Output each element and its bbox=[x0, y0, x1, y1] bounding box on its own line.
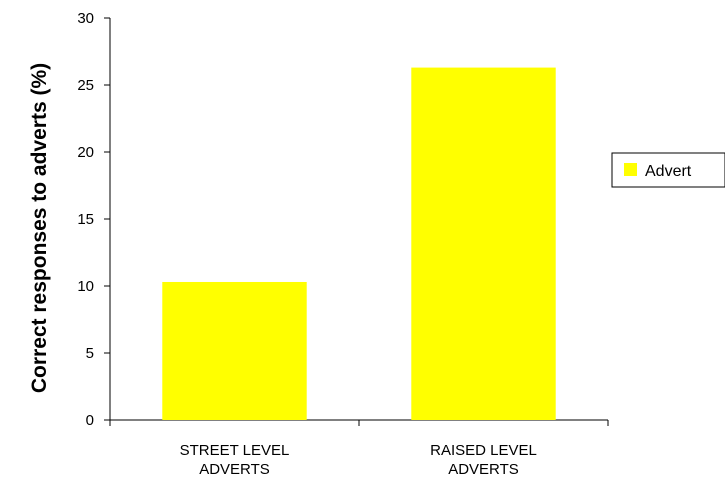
bars bbox=[162, 67, 556, 420]
legend: Advert bbox=[611, 152, 725, 188]
y-axis-label-group: Correct responses to adverts (%) bbox=[28, 63, 51, 393]
y-tick-label: 0 bbox=[86, 412, 94, 429]
legend-swatch bbox=[624, 163, 637, 176]
y-tick-label: 25 bbox=[77, 77, 94, 94]
bar bbox=[162, 281, 307, 420]
y-tick-label: 10 bbox=[77, 278, 94, 295]
y-axis-label: Correct responses to adverts (%) bbox=[28, 63, 51, 393]
bar bbox=[411, 67, 556, 420]
y-tick-label: 30 bbox=[77, 10, 94, 27]
x-tick-label: RAISED LEVEL ADVERTS bbox=[430, 442, 537, 478]
y-tick-label: 5 bbox=[86, 345, 94, 362]
y-tick-label: 15 bbox=[77, 211, 94, 228]
legend-label: Advert bbox=[645, 163, 692, 180]
x-tick-label: STREET LEVEL ADVERTS bbox=[180, 442, 290, 478]
y-tick-label: 20 bbox=[77, 144, 94, 161]
y-ticks: 0 5 10 15 20 25 30 bbox=[77, 10, 110, 429]
x-tick-labels: STREET LEVEL ADVERTS RAISED LEVEL ADVERTS bbox=[180, 442, 537, 478]
